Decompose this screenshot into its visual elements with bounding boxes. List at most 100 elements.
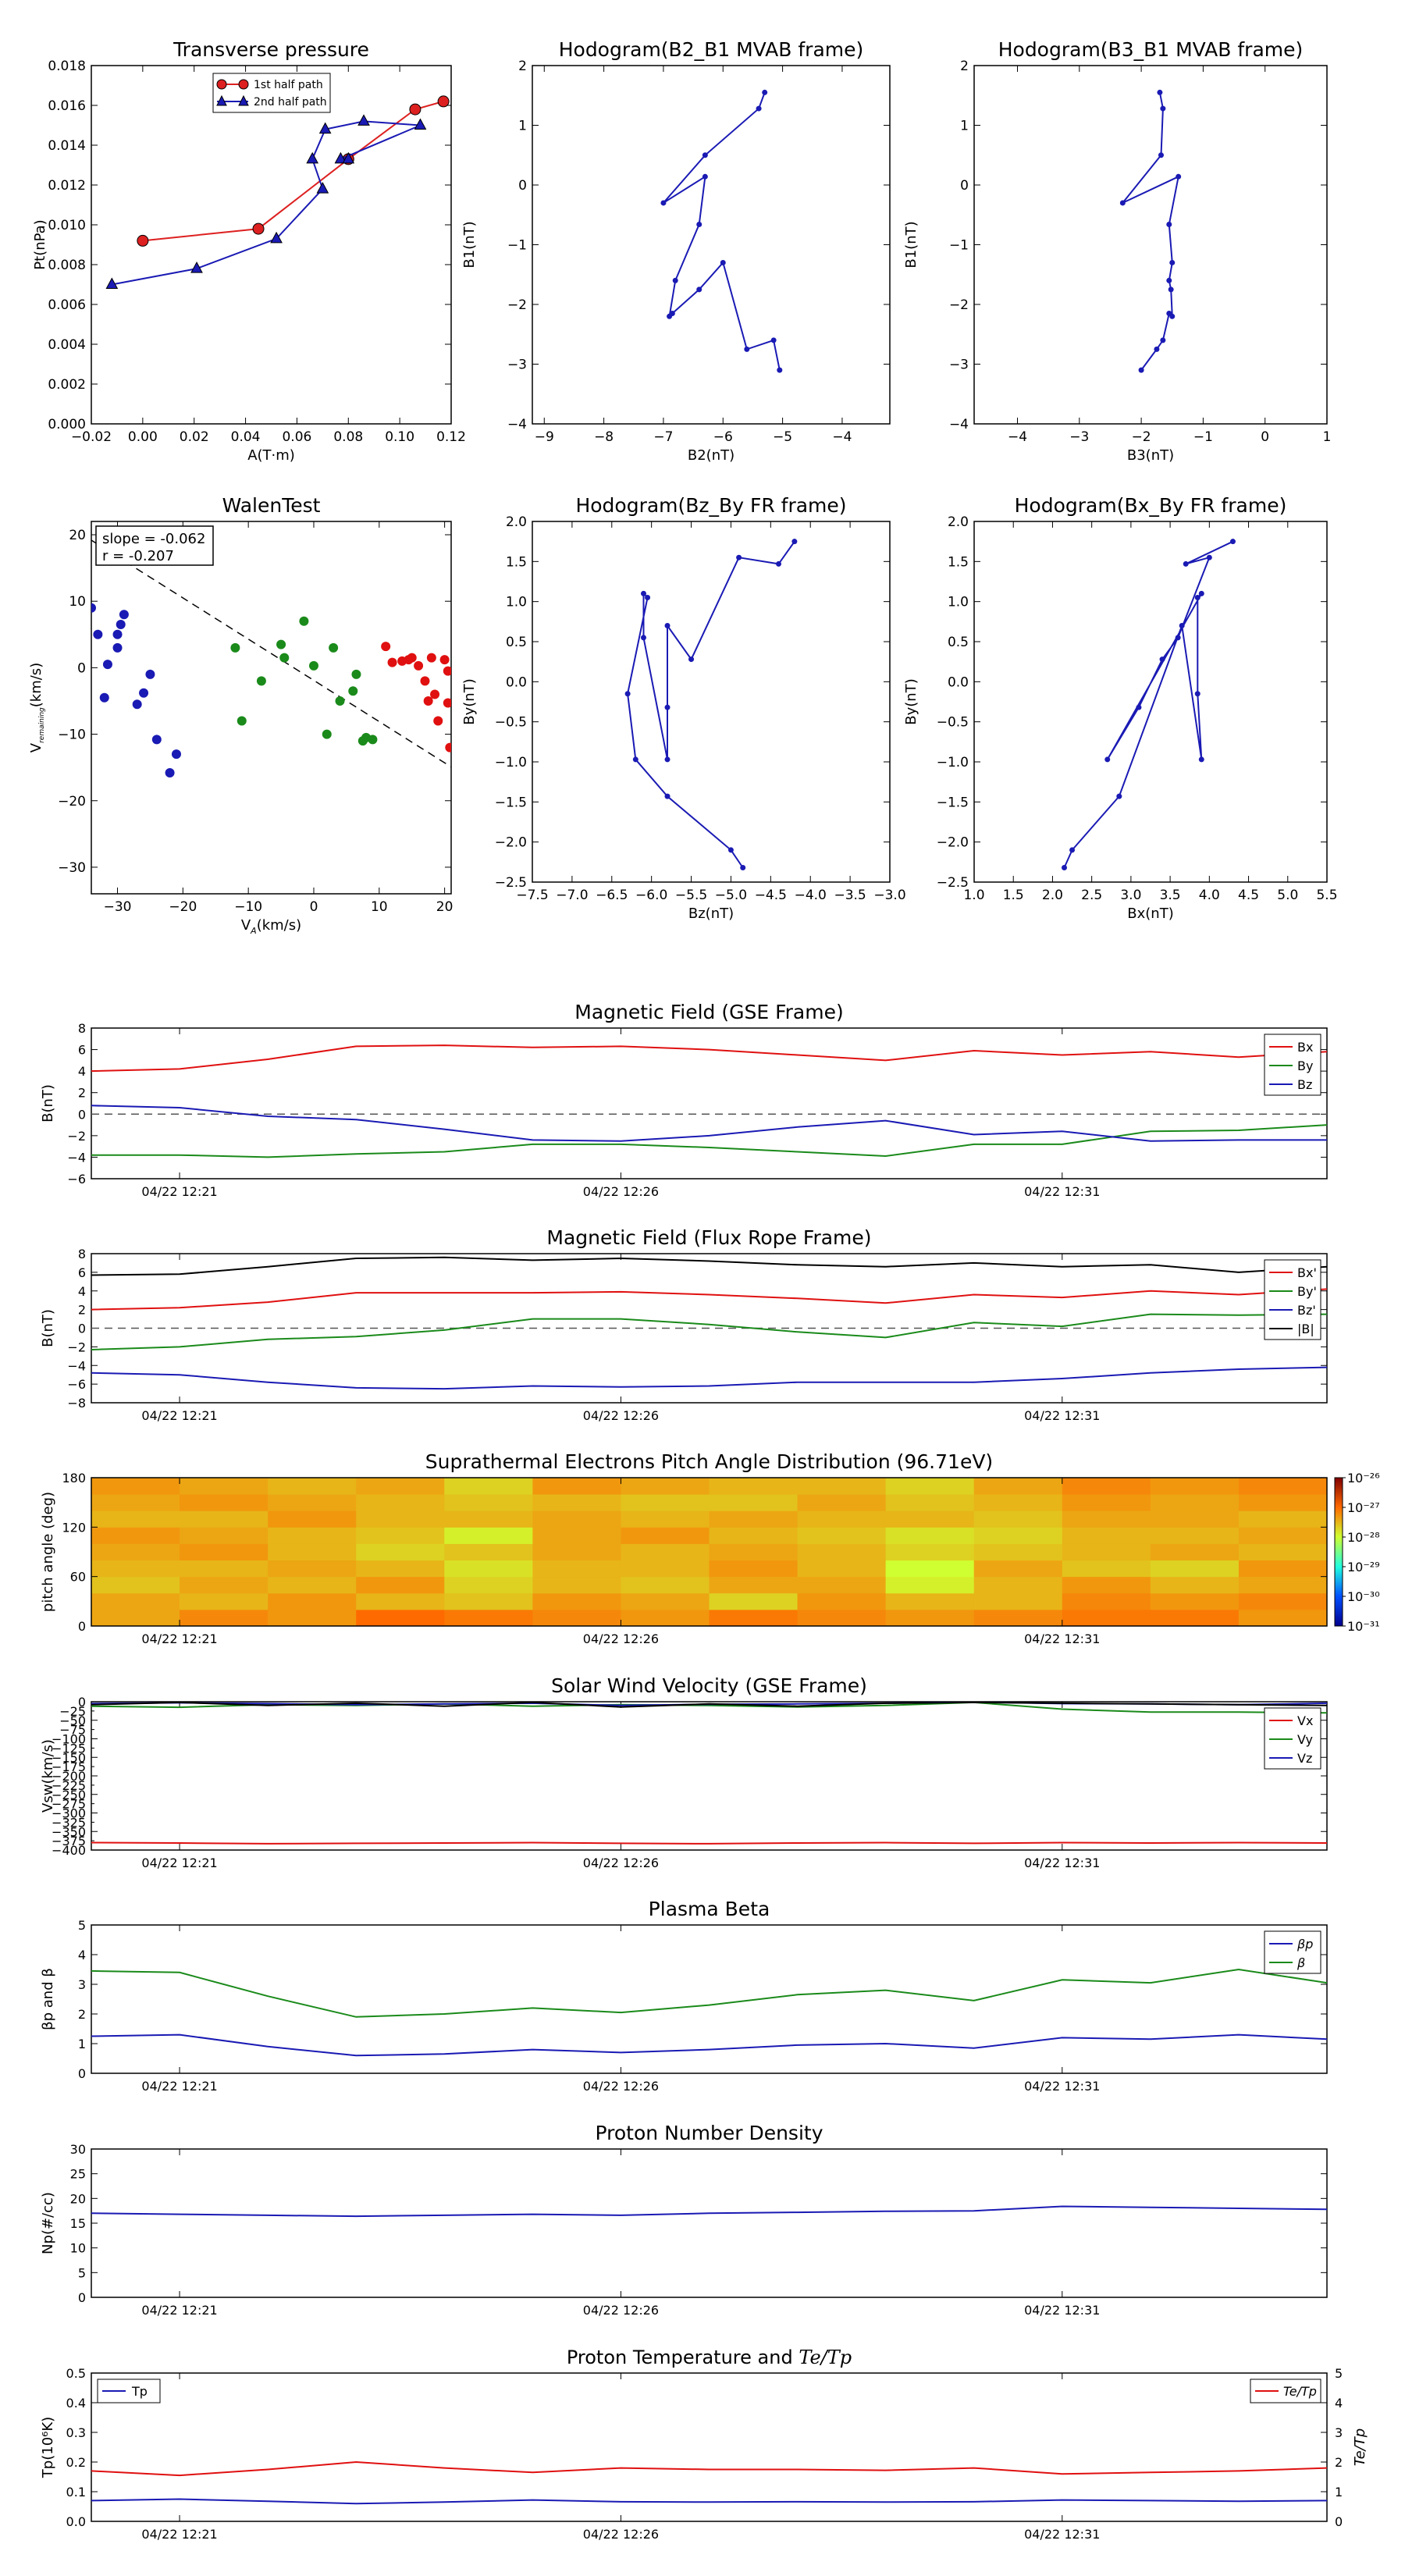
series-0-point (1198, 590, 1204, 596)
series-bx--line (91, 1288, 1327, 1311)
y-tick-label: −6 (67, 1377, 86, 1392)
colorbar-tick-label: 10⁻²⁹ (1347, 1560, 1380, 1574)
heatmap-cell (444, 1592, 533, 1610)
series-1-point (335, 696, 345, 706)
series-0-line (663, 92, 781, 371)
y-tick-label: −150 (52, 1750, 86, 1765)
heatmap-cell (1150, 1543, 1240, 1561)
series-bz--line (91, 1366, 1327, 1390)
heatmap-cell (1062, 1478, 1151, 1495)
series-2nd-half-path-point (306, 151, 319, 164)
series-2-point (381, 642, 391, 652)
y-tick-label: 0 (78, 2290, 86, 2305)
y-tick-label: −4 (507, 417, 527, 432)
y-tick-label: 0 (77, 660, 86, 676)
y-tick-label: 6 (78, 1265, 86, 1280)
y-tick-label: 8 (78, 1021, 86, 1036)
chart-title: Plasma Beta (649, 1898, 770, 1920)
y-tick-label: −0.5 (937, 715, 969, 731)
y-tick-label: 0.1 (66, 2485, 86, 2500)
x-tick-label: −4.5 (755, 888, 787, 903)
y-axis-label: Vsw(km/s) (40, 1739, 56, 1813)
series-by-line (91, 1124, 1327, 1158)
heatmap-cell (1062, 1576, 1151, 1594)
heatmap-cell (973, 1576, 1063, 1594)
heatmap-cell (532, 1527, 621, 1544)
x-tick-label: 04/22 12:26 (583, 1856, 659, 1870)
series-0-point (777, 367, 783, 373)
y-axis-label: By(nT) (461, 678, 478, 724)
x-tick-label: 1 (1323, 429, 1332, 445)
heatmap-cell (532, 1609, 621, 1627)
y-tick-label: 0.0 (506, 674, 527, 690)
series-0-point (132, 699, 142, 710)
y-tick-label: −2.0 (937, 835, 969, 851)
heatmap-cell (709, 1527, 799, 1544)
y-tick-label: −125 (52, 1741, 86, 1756)
x-tick-label: −7.0 (556, 888, 588, 903)
y-tick-label: −2 (67, 1129, 86, 1144)
data-layer (91, 1968, 1327, 2057)
x-tick-label: 04/22 12:21 (141, 1184, 217, 1199)
plot-frame (91, 2372, 1328, 2522)
legend-label: Bx' (1297, 1265, 1317, 1280)
heatmap-cell (621, 1527, 710, 1544)
series-0-point (740, 865, 746, 871)
y-axis-label: B1(nT) (903, 221, 919, 268)
y-tick-label: 0 (78, 1619, 86, 1634)
y-tick-label: 0 (518, 178, 527, 194)
y-tick-label: −50 (59, 1713, 86, 1728)
heatmap-cell (180, 1543, 269, 1561)
legend-label: Vx (1297, 1713, 1313, 1728)
y-tick-label: 0 (78, 1107, 86, 1122)
heatmap-cell (885, 1510, 975, 1528)
data-layer (91, 1702, 1327, 1845)
x-tick-label: −7.5 (516, 888, 548, 903)
heatmap-cell (1238, 1609, 1328, 1627)
series-2-point (414, 660, 424, 671)
legend-label: β (1297, 1955, 1305, 1970)
y-axis-label-unit: (km/s) (28, 663, 44, 707)
heatmap-cell (180, 1510, 269, 1528)
x-tick-label: 04/22 12:31 (1024, 1408, 1100, 1423)
y-tick-label: 6 (78, 1043, 86, 1058)
series-2nd-half-path-line (112, 120, 421, 286)
y-tick-label: 15 (70, 2216, 86, 2231)
x-tick-label: 04/22 12:26 (583, 2079, 659, 2094)
series-1-point (237, 716, 247, 726)
x-tick-label: −6 (713, 429, 733, 445)
y-axis-label: Tp(10⁶K) (40, 2417, 56, 2478)
heatmap-cell (709, 1592, 799, 1610)
y-tick-label: 20 (69, 528, 86, 543)
series-0-point (1104, 756, 1111, 763)
x-tick-label: 04/22 12:26 (583, 2303, 659, 2318)
y-tick-label: 0 (78, 1322, 86, 1336)
heatmap-cell (356, 1494, 445, 1511)
heatmap-cell (885, 1576, 975, 1594)
y-tick-label: −30 (58, 860, 86, 876)
heatmap-cell (356, 1527, 445, 1544)
legend-label: By (1297, 1059, 1313, 1073)
heatmap-cell (444, 1494, 533, 1511)
series-bz-line (91, 1105, 1327, 1142)
heatmap-cell (1062, 1592, 1151, 1610)
series-1st-half-path-point (252, 222, 265, 235)
heatmap-cell (973, 1560, 1063, 1578)
y-tick-label: 0 (78, 1695, 86, 1710)
y-tick-label: −350 (52, 1824, 86, 1839)
y-right-tick-label: 3 (1335, 2425, 1343, 2440)
series-1st-half-path-point (409, 103, 422, 116)
y-tick-label: 1 (960, 119, 969, 134)
y-tick-label: −200 (52, 1769, 86, 1784)
heatmap-cell (356, 1543, 445, 1561)
y-right-tick-label: 4 (1335, 2396, 1343, 2411)
x-axis-label: A(T·m) (247, 447, 295, 464)
colorbar-tick-label: 10⁻²⁶ (1347, 1471, 1380, 1485)
x-tick-label: −4.0 (795, 888, 827, 903)
heatmap-cell (885, 1527, 975, 1544)
legend-marker (238, 79, 249, 90)
y-tick-label: 2 (78, 1303, 86, 1318)
heatmap-cell (532, 1560, 621, 1578)
heatmap-cell (621, 1543, 710, 1561)
y-tick-label: 1 (78, 2037, 86, 2051)
